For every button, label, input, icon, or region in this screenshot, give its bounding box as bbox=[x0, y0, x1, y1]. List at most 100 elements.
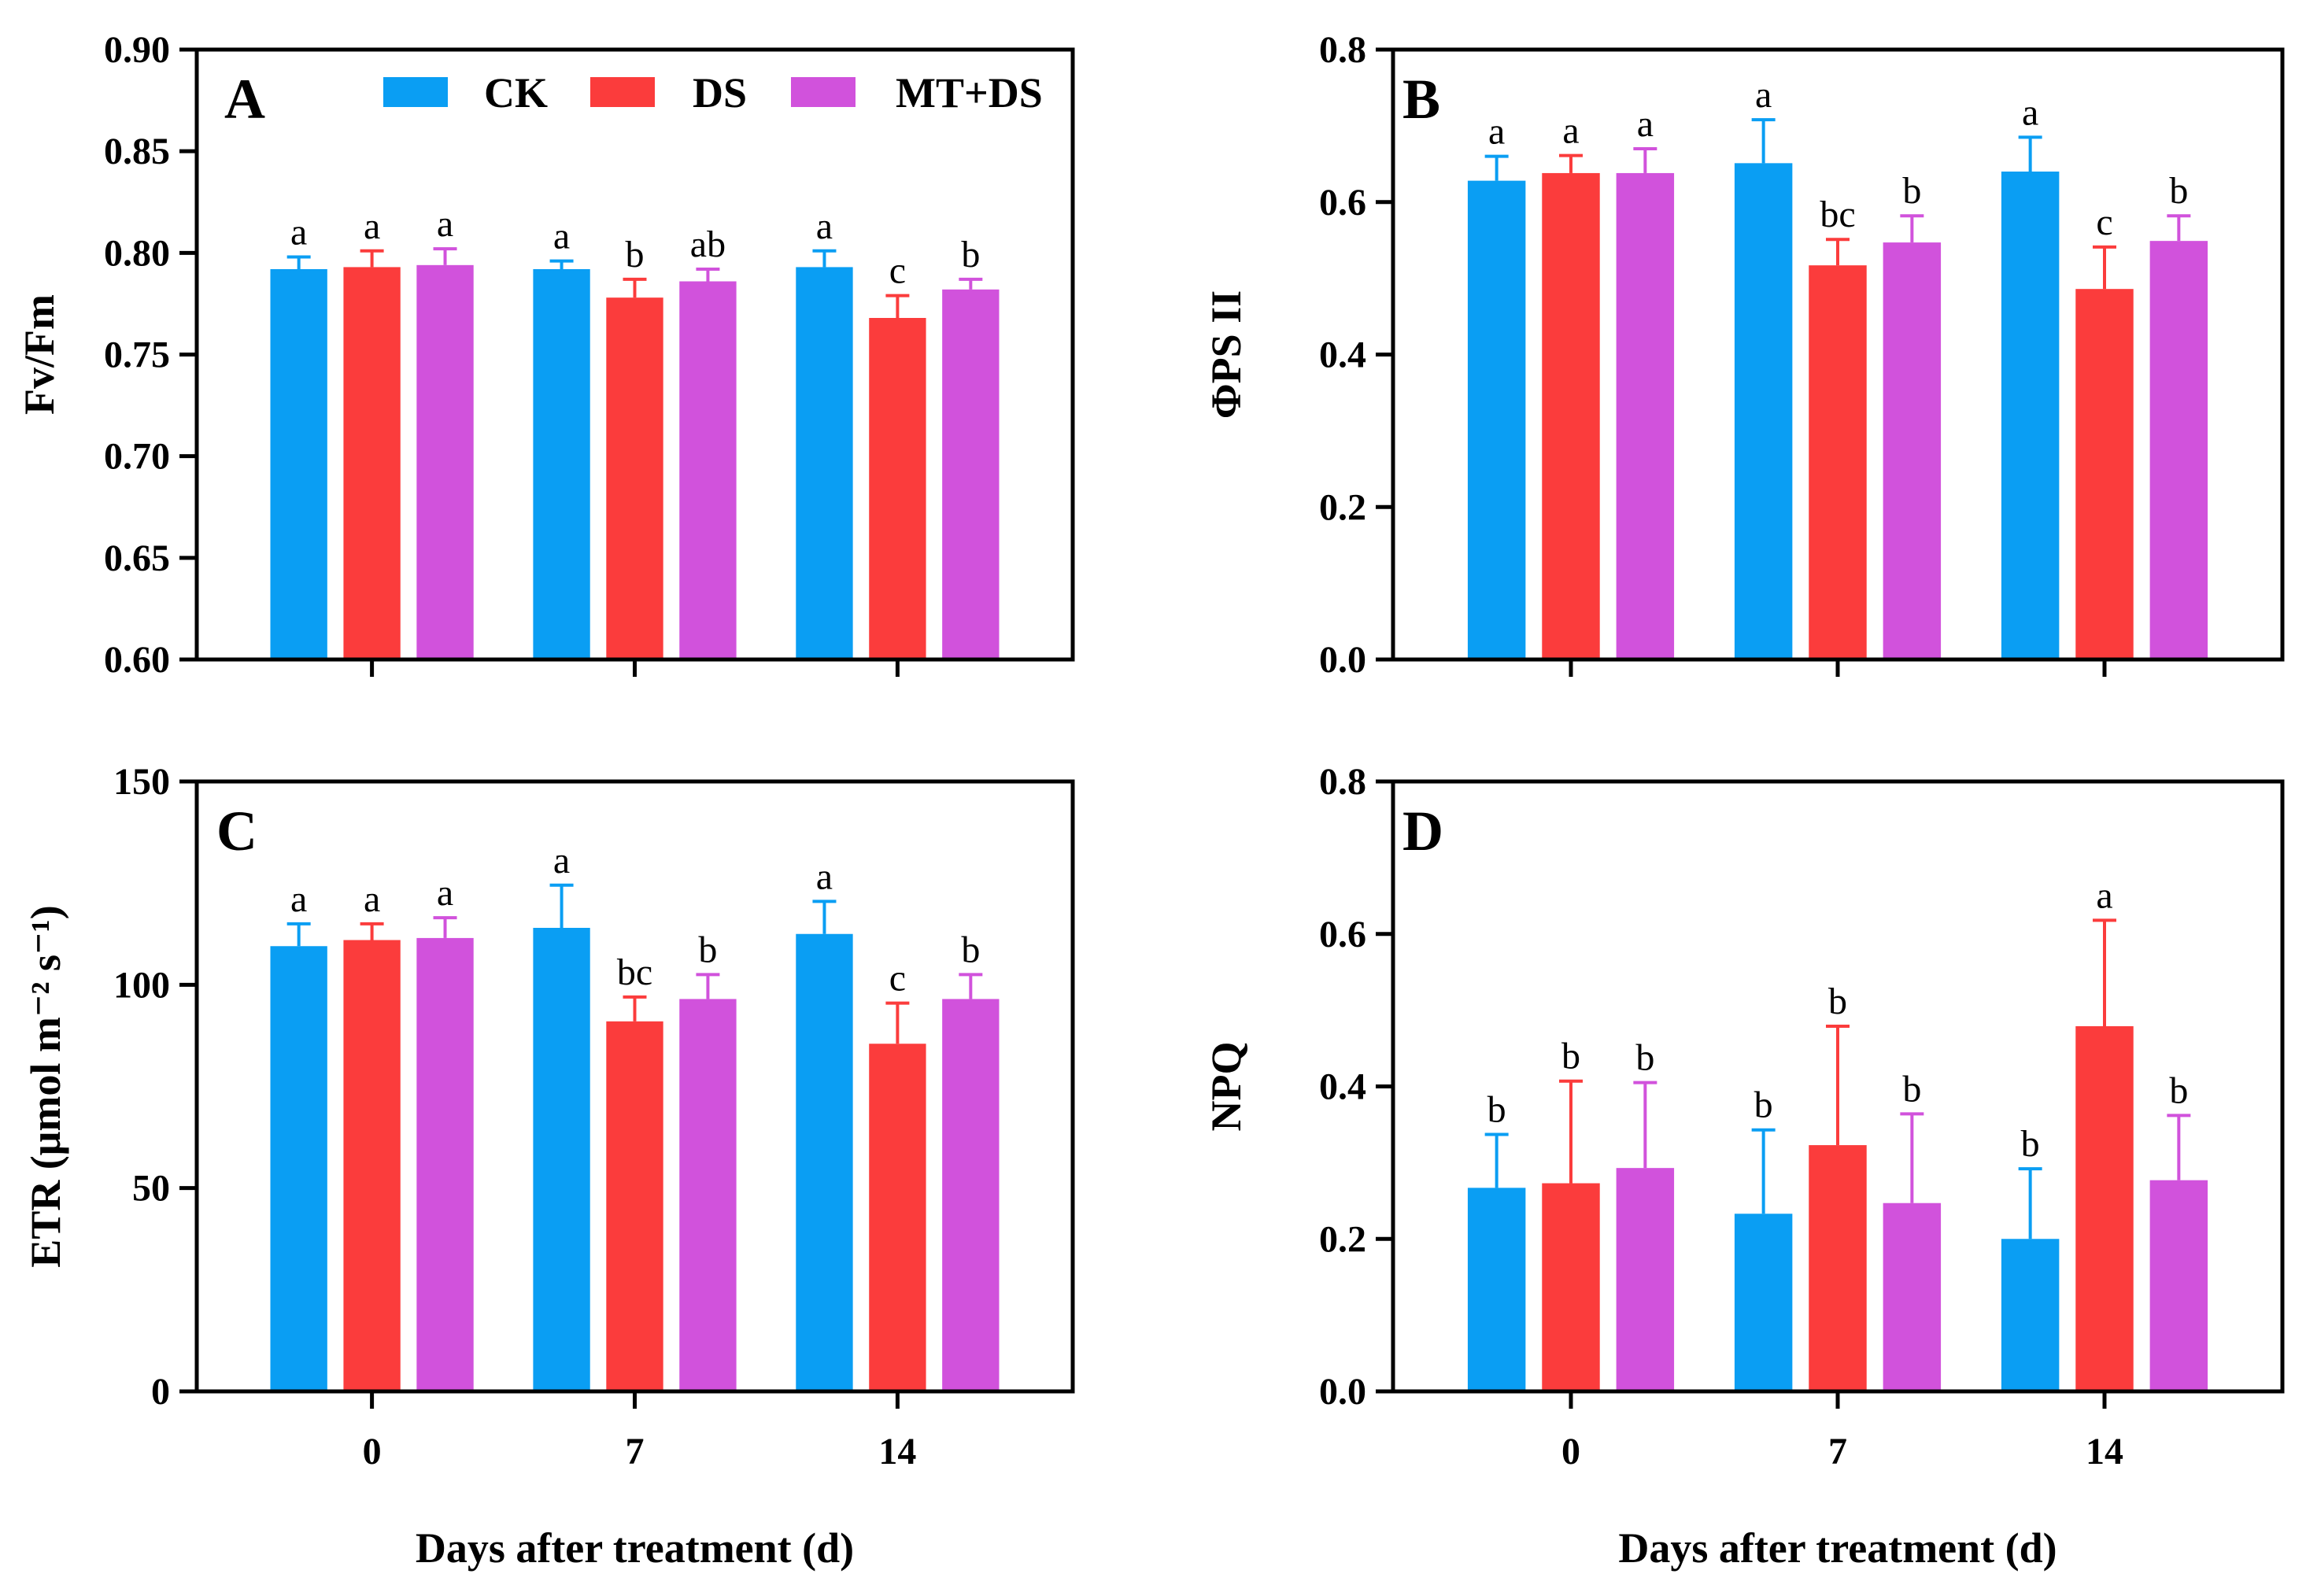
y-axis-title: ETR (μmol m⁻² s⁻¹) bbox=[22, 905, 69, 1267]
bar-mt-ds-day-14 bbox=[2149, 1180, 2208, 1391]
significance-letter: a bbox=[290, 212, 307, 253]
legend-swatch-ds bbox=[590, 77, 655, 107]
significance-letter: a bbox=[553, 216, 570, 257]
bar-mt-ds-day-7 bbox=[1883, 242, 1942, 659]
x-tick-label: 14 bbox=[2086, 1431, 2123, 1472]
bar-mt-ds-day-7 bbox=[1883, 1203, 1942, 1391]
significance-letter: c bbox=[889, 250, 906, 292]
legend-label: MT+DS bbox=[896, 69, 1043, 116]
significance-letter: a bbox=[816, 855, 833, 897]
significance-letter: a bbox=[816, 205, 833, 247]
legend-label: DS bbox=[693, 69, 747, 116]
significance-letter: a bbox=[1562, 110, 1579, 152]
bar-mt-ds-day-14 bbox=[2149, 241, 2208, 659]
bar-mt-ds-day-7 bbox=[679, 999, 737, 1391]
significance-letter: a bbox=[1755, 74, 1772, 116]
significance-letter: a bbox=[2096, 874, 2112, 916]
significance-letter: b bbox=[1635, 1037, 1654, 1079]
y-tick-label: 0.6 bbox=[1319, 182, 1366, 224]
y-tick-label: 100 bbox=[113, 964, 170, 1006]
bar-ds-day-7 bbox=[606, 297, 663, 659]
bar-ck-day-0 bbox=[270, 269, 327, 659]
significance-letter: bc bbox=[617, 951, 652, 993]
y-axis-title: ΦPS II bbox=[1203, 290, 1250, 419]
y-tick-label: 150 bbox=[113, 761, 170, 803]
y-tick-label: 0.75 bbox=[104, 334, 170, 376]
bar-mt-ds-day-14 bbox=[942, 999, 1000, 1391]
bar-mt-ds-day-0 bbox=[416, 264, 474, 659]
significance-letter: ab bbox=[690, 224, 726, 265]
bar-ds-day-7 bbox=[1809, 265, 1867, 659]
legend-swatch-mt-ds bbox=[791, 77, 856, 107]
y-tick-label: 0.0 bbox=[1319, 1371, 1366, 1413]
significance-letter: b bbox=[1561, 1036, 1580, 1077]
panel-letter: C bbox=[216, 800, 257, 863]
bar-ds-day-7 bbox=[606, 1021, 663, 1391]
y-tick-label: 0.0 bbox=[1319, 639, 1366, 681]
y-tick-label: 0.70 bbox=[104, 436, 170, 478]
bar-ds-day-0 bbox=[1542, 172, 1600, 659]
x-axis-title: Days after treatment (d) bbox=[1618, 1524, 2057, 1572]
x-tick-label: 0 bbox=[363, 1431, 382, 1472]
bar-mt-ds-day-0 bbox=[1616, 172, 1675, 659]
y-tick-label: 50 bbox=[132, 1168, 170, 1210]
bar-ds-day-0 bbox=[343, 267, 401, 659]
panel-a: 0.600.650.700.750.800.850.90a a a a b ab ac bAF… bbox=[16, 29, 1075, 681]
plot-frame bbox=[194, 779, 1075, 1394]
bar-ds-day-14 bbox=[2075, 1025, 2134, 1391]
y-tick-label: 0.2 bbox=[1319, 1218, 1366, 1260]
x-tick-label: 14 bbox=[878, 1431, 916, 1472]
bar-ds-day-14 bbox=[869, 318, 926, 659]
significance-letter: bc bbox=[1820, 194, 1855, 235]
significance-letter: a bbox=[437, 203, 453, 245]
panel-d: 0.0 0.2 0.4 0.6 0.8 b b b 0 b b b 7 b a b 14 D NPQ Days aft… bbox=[1203, 761, 2285, 1572]
y-tick-label: 0.8 bbox=[1319, 29, 1366, 71]
y-tick-label: 0.4 bbox=[1319, 1066, 1366, 1108]
panel-letter: B bbox=[1402, 68, 1440, 131]
significance-letter: b bbox=[626, 234, 645, 275]
bar-ck-day-14 bbox=[796, 933, 853, 1391]
bar-ck-day-0 bbox=[1467, 180, 1526, 659]
significance-letter: a bbox=[364, 205, 380, 247]
significance-letter: a bbox=[1637, 103, 1654, 145]
significance-letter: c bbox=[889, 958, 906, 999]
bar-ds-day-0 bbox=[343, 940, 401, 1391]
bar-mt-ds-day-14 bbox=[942, 289, 1000, 659]
bar-ck-day-14 bbox=[796, 267, 853, 659]
significance-letter: b bbox=[1902, 170, 1921, 212]
panel-letter: A bbox=[224, 68, 265, 131]
y-tick-label: 0.4 bbox=[1319, 334, 1366, 376]
x-tick-label: 0 bbox=[1561, 1431, 1580, 1472]
x-axis-title: Days after treatment (d) bbox=[416, 1524, 854, 1572]
significance-letter: b bbox=[1902, 1068, 1921, 1110]
significance-letter: a bbox=[364, 878, 380, 920]
significance-letter: b bbox=[2021, 1123, 2040, 1165]
plot-frame bbox=[1391, 779, 2285, 1394]
significance-letter: b bbox=[1754, 1084, 1773, 1126]
significance-letter: b bbox=[2169, 170, 2188, 212]
panel-b: 0.0 0.2 0.4 0.6 0.8 a a a a bc b a c b B ΦPS II bbox=[1203, 29, 2285, 681]
significance-letter: c bbox=[2096, 201, 2112, 243]
bar-ck-day-0 bbox=[270, 946, 327, 1391]
bar-ck-day-14 bbox=[2001, 1239, 2060, 1391]
bar-mt-ds-day-0 bbox=[416, 937, 474, 1391]
significance-letter: b bbox=[2169, 1070, 2188, 1111]
bar-ck-day-7 bbox=[533, 269, 590, 659]
y-axis-title: NPQ bbox=[1203, 1042, 1250, 1132]
plot-frame bbox=[1391, 47, 2285, 662]
y-tick-label: 0.2 bbox=[1319, 486, 1366, 528]
plot-frame bbox=[194, 47, 1075, 662]
bar-ds-day-14 bbox=[2075, 289, 2134, 659]
significance-letter: a bbox=[553, 840, 570, 881]
y-tick-label: 0.80 bbox=[104, 232, 170, 274]
significance-letter: b bbox=[1487, 1089, 1506, 1131]
bar-mt-ds-day-7 bbox=[679, 281, 737, 659]
legend-swatch-ck bbox=[383, 77, 448, 107]
bar-ds-day-7 bbox=[1809, 1145, 1867, 1391]
bar-ck-day-7 bbox=[1734, 1214, 1793, 1391]
panel-letter: D bbox=[1402, 800, 1443, 863]
significance-letter: a bbox=[437, 872, 453, 914]
significance-letter: b bbox=[961, 234, 980, 275]
significance-letter: a bbox=[290, 878, 307, 920]
